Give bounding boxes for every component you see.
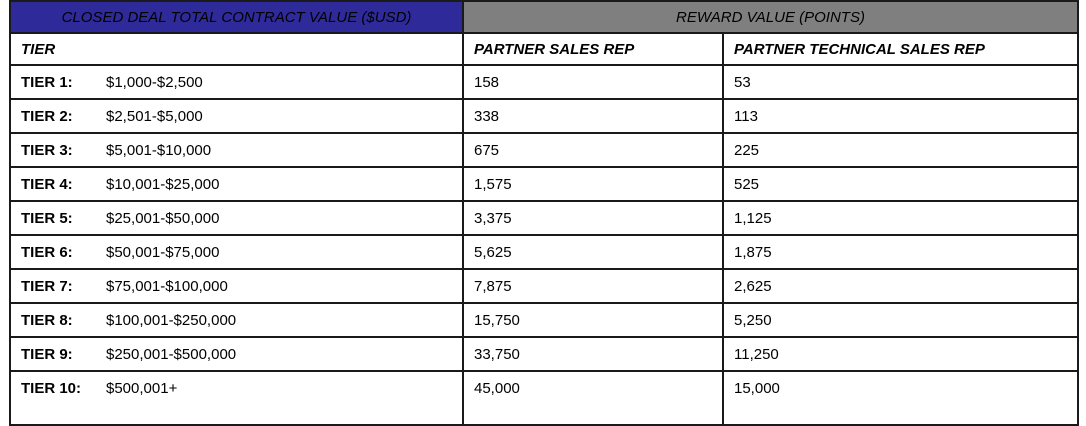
tier-cell: TIER 7: $75,001-$100,000 — [9, 268, 464, 304]
tech-rep-points: 1,875 — [721, 234, 1080, 270]
tier-cell: TIER 2: $2,501-$5,000 — [9, 98, 464, 134]
tier-range: $1,000-$2,500 — [106, 73, 203, 91]
tier-cell: TIER 9: $250,001-$500,000 — [9, 336, 464, 372]
reward-value-banner: REWARD VALUE (POINTS) — [461, 0, 1080, 34]
table-row: TIER 7: $75,001-$100,000 7,875 2,625 — [9, 268, 1080, 304]
tier-label: TIER 4: — [21, 175, 73, 193]
tier-label: TIER 9: — [21, 345, 73, 363]
tier-label: TIER 7: — [21, 277, 73, 295]
sales-rep-points: 5,625 — [462, 234, 724, 270]
table-row: TIER 3: $5,001-$10,000 675 225 — [9, 132, 1080, 168]
tech-rep-points: 1,125 — [721, 200, 1080, 236]
tier-label: TIER 6: — [21, 243, 73, 261]
tier-label: TIER 5: — [21, 209, 73, 227]
tech-rep-points: 5,250 — [721, 302, 1080, 338]
sales-rep-points: 15,750 — [462, 302, 724, 338]
tech-rep-points: 113 — [721, 98, 1080, 134]
table-row: TIER 8: $100,001-$250,000 15,750 5,250 — [9, 302, 1080, 338]
table-row: TIER 10: $500,001+ 45,000 15,000 — [9, 370, 1080, 426]
tier-cell: TIER 3: $5,001-$10,000 — [9, 132, 464, 168]
table-row: TIER 2: $2,501-$5,000 338 113 — [9, 98, 1080, 134]
tier-range: $250,001-$500,000 — [106, 345, 237, 363]
tier-cell: TIER 4: $10,001-$25,000 — [9, 166, 464, 202]
sales-rep-points: 3,375 — [462, 200, 724, 236]
banner-row: CLOSED DEAL TOTAL CONTRACT VALUE ($USD) … — [9, 0, 1080, 34]
tier-range: $10,001-$25,000 — [106, 175, 220, 193]
tier-range: $25,001-$50,000 — [106, 209, 220, 227]
sales-rep-points: 675 — [462, 132, 724, 168]
tier-cell: TIER 6: $50,001-$75,000 — [9, 234, 464, 270]
tier-label: TIER 10: — [21, 380, 82, 397]
tech-rep-points: 525 — [721, 166, 1080, 202]
sales-rep-points: 158 — [462, 64, 724, 100]
tier-label: TIER 1: — [21, 73, 73, 91]
column-header-row: TIER PARTNER SALES REP PARTNER TECHNICAL… — [9, 32, 1080, 66]
tech-rep-points: 2,625 — [721, 268, 1080, 304]
tier-column-header: TIER — [9, 32, 464, 66]
table-row: TIER 4: $10,001-$25,000 1,575 525 — [9, 166, 1080, 202]
sales-rep-column-header: PARTNER SALES REP — [462, 32, 724, 66]
tier-cell: TIER 1: $1,000-$2,500 — [9, 64, 464, 100]
tier-cell: TIER 10: $500,001+ — [9, 370, 464, 426]
table-row: TIER 9: $250,001-$500,000 33,750 11,250 — [9, 336, 1080, 372]
tech-rep-points: 11,250 — [721, 336, 1080, 372]
tier-cell: TIER 5: $25,001-$50,000 — [9, 200, 464, 236]
tier-range: $75,001-$100,000 — [106, 277, 228, 295]
tier-range: $100,001-$250,000 — [106, 311, 237, 329]
tier-range: $500,001+ — [106, 380, 178, 397]
sales-rep-points: 7,875 — [462, 268, 724, 304]
sales-rep-points: 33,750 — [462, 336, 724, 372]
tier-range: $5,001-$10,000 — [106, 141, 212, 159]
table-row: TIER 5: $25,001-$50,000 3,375 1,125 — [9, 200, 1080, 236]
tier-label: TIER 8: — [21, 311, 73, 329]
tech-rep-points: 15,000 — [721, 370, 1080, 426]
table-row: TIER 1: $1,000-$2,500 158 53 — [9, 64, 1080, 100]
tier-label: TIER 2: — [21, 107, 73, 125]
tech-rep-column-header: PARTNER TECHNICAL SALES REP — [721, 32, 1080, 66]
tech-rep-points: 225 — [721, 132, 1080, 168]
sales-rep-points: 338 — [462, 98, 724, 134]
sales-rep-points: 1,575 — [462, 166, 724, 202]
table-row: TIER 6: $50,001-$75,000 5,625 1,875 — [9, 234, 1080, 270]
reward-tier-table: CLOSED DEAL TOTAL CONTRACT VALUE ($USD) … — [9, 0, 1080, 426]
tech-rep-points: 53 — [721, 64, 1080, 100]
sales-rep-points: 45,000 — [462, 370, 724, 426]
tier-label: TIER 3: — [21, 141, 73, 159]
tier-range: $50,001-$75,000 — [106, 243, 220, 261]
tier-cell: TIER 8: $100,001-$250,000 — [9, 302, 464, 338]
contract-value-banner: CLOSED DEAL TOTAL CONTRACT VALUE ($USD) — [9, 0, 464, 34]
tier-range: $2,501-$5,000 — [106, 107, 203, 125]
